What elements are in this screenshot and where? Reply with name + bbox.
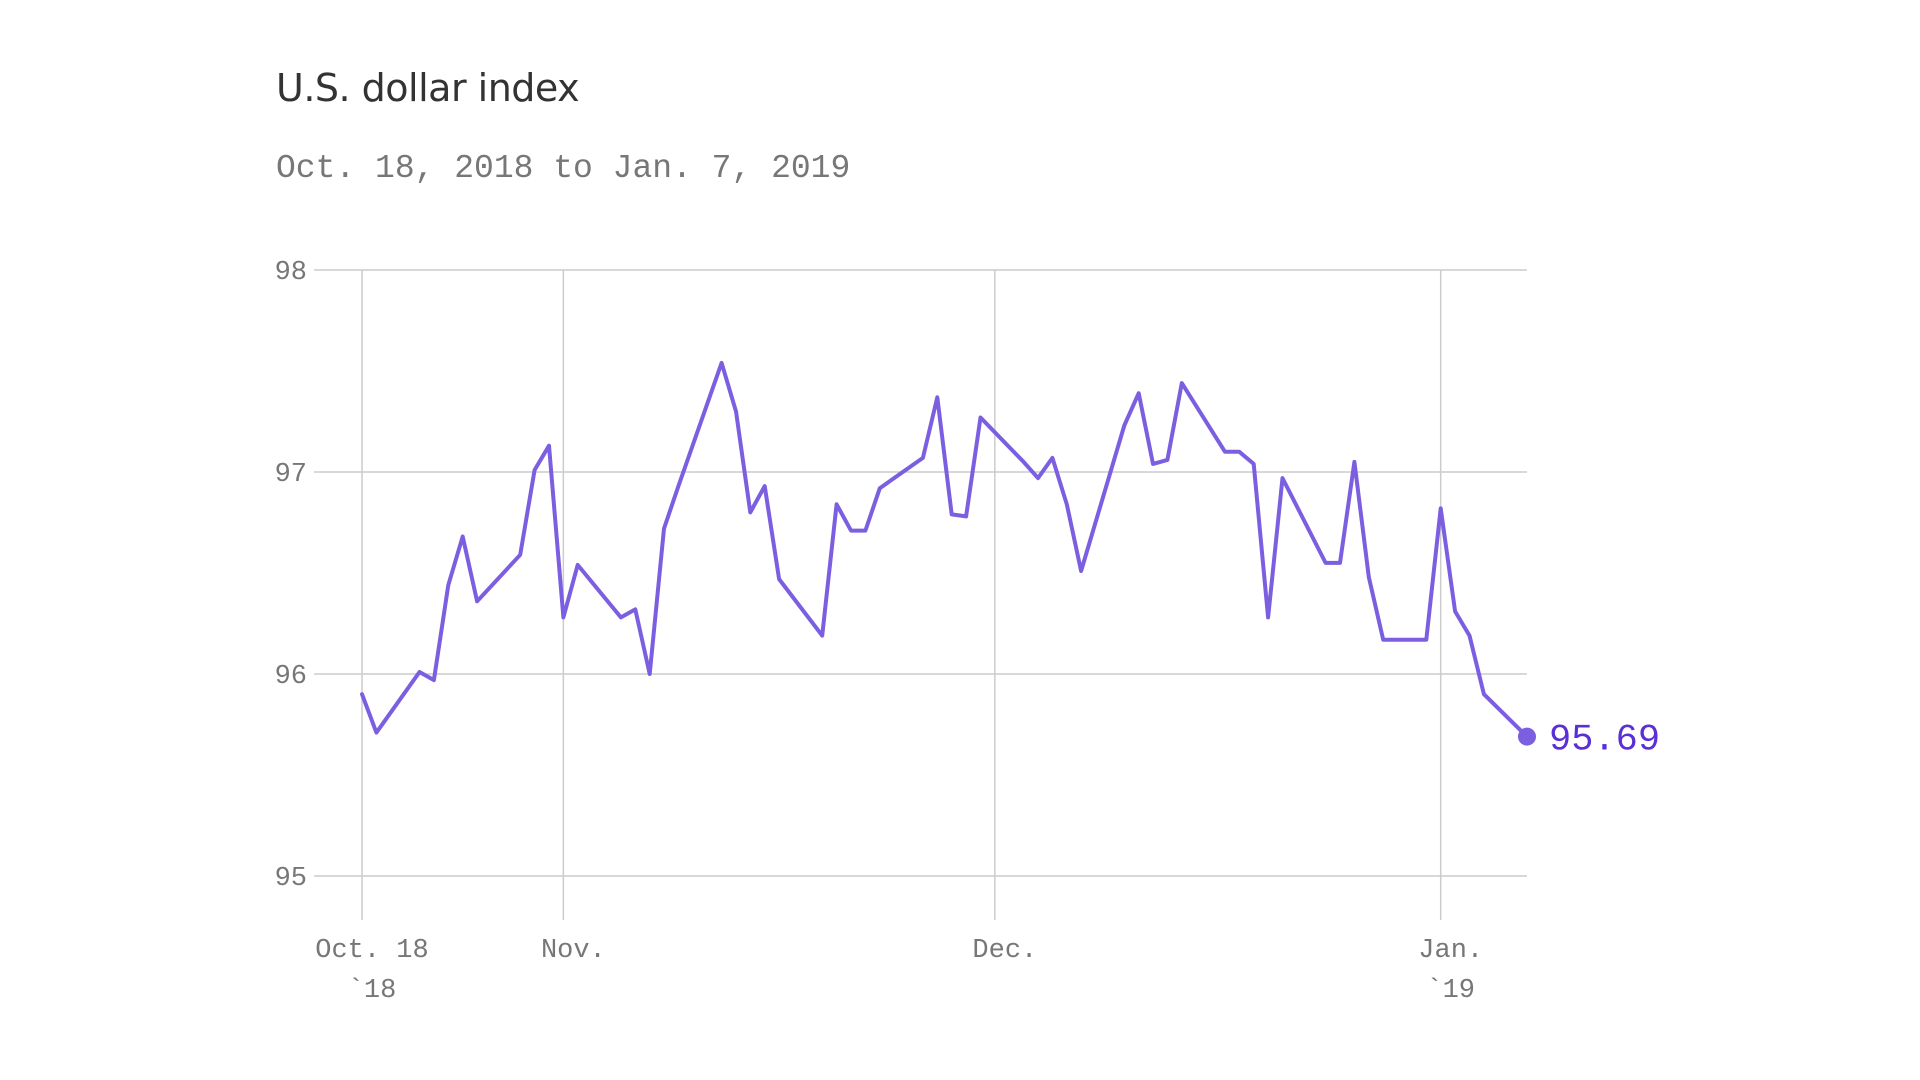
x-tick-sublabel: `18: [348, 976, 397, 1006]
x-tick-label: Nov.: [541, 936, 606, 966]
x-tick-label: Oct. 18: [315, 936, 428, 966]
x-tick-sublabel: `19: [1426, 976, 1475, 1006]
chart-title: U.S. dollar index: [276, 66, 580, 110]
chart-subtitle: Oct. 18, 2018 to Jan. 7, 2019: [276, 150, 851, 187]
x-axis-tick-labels: Oct. 18 `18 Nov. Dec. Jan. `19: [315, 936, 1483, 1006]
y-tick-label: 95: [275, 864, 307, 894]
end-value-label: 95.69: [1549, 720, 1660, 762]
y-tick-label: 97: [275, 460, 307, 490]
end-marker-layer: 95.69: [1518, 720, 1660, 762]
y-tick-label: 98: [275, 258, 307, 288]
x-gridlines: [361, 270, 1442, 920]
x-tick-label: Dec.: [972, 936, 1037, 966]
series-points: [361, 362, 1528, 737]
y-axis-tick-labels: 95 96 97 98: [275, 258, 307, 894]
end-point-marker: [1518, 727, 1536, 746]
series-line: [360, 360, 1529, 739]
y-gridlines: [314, 269, 1527, 877]
x-tick-label: Jan.: [1418, 936, 1483, 966]
series-layer: [360, 360, 1529, 739]
y-tick-label: 96: [275, 662, 307, 692]
